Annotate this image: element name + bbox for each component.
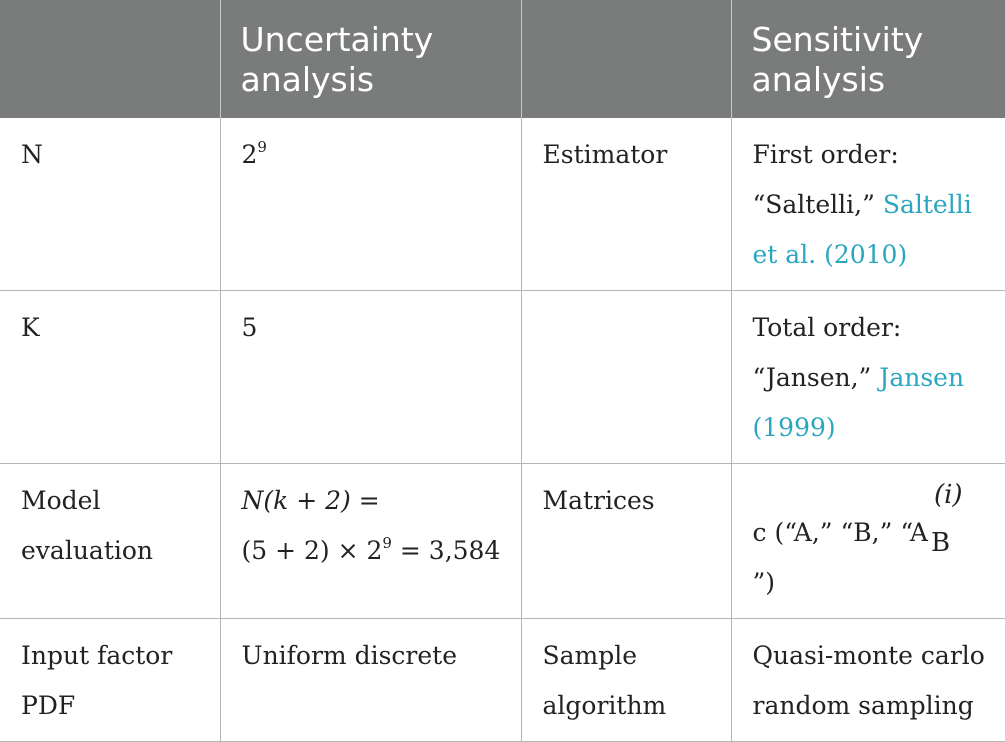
- saltelli-citation-link[interactable]: Saltelli et al. (2010): [752, 190, 972, 269]
- header-uncertainty-analysis: Uncertainty analysis: [220, 0, 522, 118]
- first-order-label: First order:: [752, 140, 899, 169]
- n-value-base: 2: [241, 140, 258, 169]
- formula-rhs-pre: (5 + 2) × 2: [241, 536, 383, 565]
- sa-label-matrices: Matrices: [521, 463, 732, 619]
- table-header: Uncertainty analysis Sensitivity analysi…: [0, 0, 1005, 118]
- matrix-superscript-i: (i): [933, 480, 963, 510]
- row-label-input-factor-pdf: Input factor PDF: [0, 618, 221, 742]
- header-sensitivity-analysis: Sensitivity analysis: [731, 0, 1005, 118]
- model-evaluation-formula: N(k + 2) = (5 + 2) × 29 = 3,584: [220, 463, 522, 619]
- header-cell-empty-2: [521, 0, 732, 118]
- formula-rhs-post: = 3,584: [391, 536, 501, 565]
- saltelli-quote: “Saltelli,”: [752, 190, 875, 219]
- row-label-k: K: [0, 290, 221, 464]
- n-value-exponent: 9: [257, 138, 267, 156]
- matrices-post: ”): [752, 568, 776, 597]
- matrices-pre: c (“A,” “B,” “A: [752, 518, 928, 547]
- estimator-total-order: Total order: “Jansen,” Jansen (1999): [731, 290, 1005, 464]
- input-factor-pdf-value: Uniform discrete: [220, 618, 522, 742]
- formula-lhs: N(k + 2) =: [241, 486, 380, 515]
- matrix-subscript-b: B: [930, 528, 951, 558]
- table-row-k: K 5 Total order: “Jansen,” Jansen (1999): [0, 290, 1005, 464]
- table-body: N 29 Estimator First order: “Saltelli,” S…: [0, 118, 1005, 742]
- jansen-citation-link[interactable]: Jansen (1999): [752, 363, 965, 442]
- estimator-first-order: First order: “Saltelli,” Saltelli et al. …: [731, 118, 1005, 291]
- formula-rhs-exponent: 9: [382, 534, 392, 552]
- row-label-n: N: [0, 118, 221, 291]
- matrices-value: c (“A,” “B,” “A (i) B ”): [731, 463, 1005, 619]
- total-order-label: Total order:: [752, 313, 902, 342]
- matrix-ab-notation: (i) B: [928, 480, 964, 558]
- sa-label-sample-algorithm: Sample algorithm: [521, 618, 732, 742]
- table-row-n: N 29 Estimator First order: “Saltelli,” S…: [0, 118, 1005, 291]
- header-row: Uncertainty analysis Sensitivity analysi…: [0, 0, 1005, 118]
- jansen-quote: “Jansen,”: [752, 363, 872, 392]
- sa-label-estimator: Estimator: [521, 118, 732, 291]
- n-value: 29: [220, 118, 522, 291]
- table-row-input-factor-pdf: Input factor PDF Uniform discrete Sample…: [0, 618, 1005, 742]
- header-cell-empty-1: [0, 0, 221, 118]
- row-label-model-evaluation: Model evaluation: [0, 463, 221, 619]
- table-row-model-evaluation: Model evaluation N(k + 2) = (5 + 2) × 29 …: [0, 463, 1005, 619]
- k-value: 5: [220, 290, 522, 464]
- sa-label-empty: [521, 290, 732, 464]
- sample-algorithm-value: Quasi-monte carlo random sampling: [731, 618, 1005, 742]
